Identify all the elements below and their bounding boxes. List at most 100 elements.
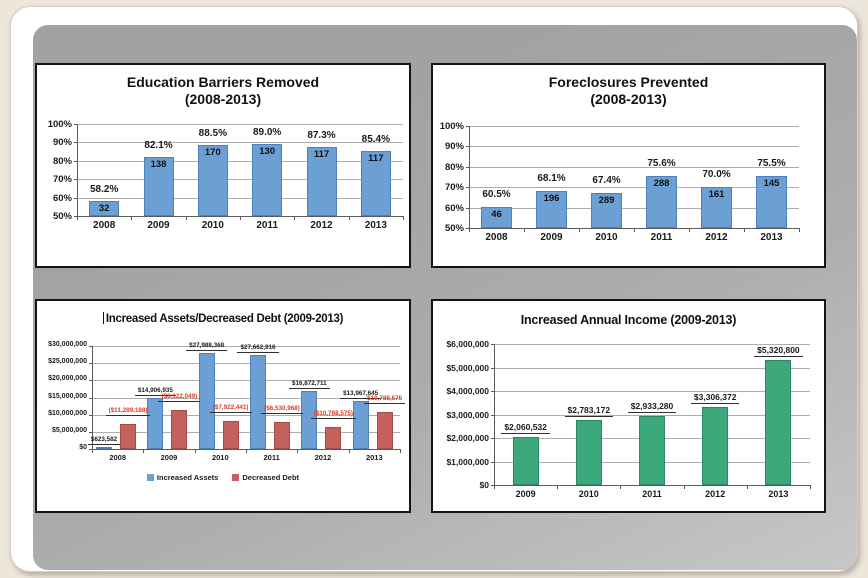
y-axis-tick-label: 70% bbox=[52, 174, 72, 186]
y-axis-tick-label: $1,000,000 bbox=[446, 456, 489, 467]
x-axis-tick-label: 2011 bbox=[263, 453, 280, 462]
y-axis-tick-mark bbox=[74, 179, 77, 181]
x-axis-tick-label: 2013 bbox=[760, 232, 783, 243]
gridline bbox=[469, 126, 799, 127]
y-axis-tick-mark bbox=[74, 197, 77, 199]
bar-value-label: 67.4% bbox=[592, 174, 621, 186]
chart-title-line2: (2008-2013) bbox=[184, 91, 262, 107]
value-label-underline: $2,933,280 bbox=[627, 401, 677, 414]
value-label-underline: ($11,289,188) bbox=[105, 407, 151, 416]
x-axis-tick-label: 2008 bbox=[93, 220, 116, 231]
y-axis-line bbox=[92, 346, 93, 449]
bar bbox=[352, 400, 369, 449]
y-axis-tick-label: $0 bbox=[479, 480, 489, 490]
bar-value-label: $623,582 bbox=[70, 436, 138, 445]
value-label-underline: $13,967,645 bbox=[340, 390, 382, 399]
legend-swatch bbox=[146, 474, 154, 481]
value-label-underline: $27,988,368 bbox=[186, 342, 228, 351]
chart-card-annual-income: Increased Annual Income (2009-2013) $6,0… bbox=[431, 299, 826, 513]
x-axis-tick-label: 2013 bbox=[365, 453, 383, 462]
bar-count-label: 32 bbox=[98, 202, 110, 214]
x-axis-tick-label: 2008 bbox=[485, 232, 508, 243]
bar bbox=[222, 420, 239, 449]
gridline bbox=[77, 197, 403, 199]
x-axis-tick-label: 2009 bbox=[147, 220, 170, 231]
bar-value-label: ($11,289,188) bbox=[94, 407, 162, 416]
x-axis-tick-mark bbox=[348, 449, 350, 453]
x-axis-tick-label: 2013 bbox=[768, 489, 789, 499]
bar bbox=[646, 175, 677, 228]
bar-count-label: 46 bbox=[491, 208, 502, 220]
y-axis-tick-mark bbox=[491, 438, 494, 439]
x-axis-tick-mark bbox=[185, 216, 187, 220]
y-axis-tick-label: $6,000,000 bbox=[446, 339, 489, 349]
y-axis-tick-mark bbox=[491, 344, 494, 345]
value-label-underline: $10,788,575 bbox=[364, 395, 406, 404]
bar-value-label: 60.5% bbox=[482, 188, 511, 200]
y-axis-tick-label: $10,000,000 bbox=[48, 409, 87, 417]
x-axis-tick-mark bbox=[557, 485, 559, 489]
gridline bbox=[92, 431, 400, 433]
x-axis-tick-mark bbox=[746, 485, 748, 489]
bar bbox=[325, 426, 342, 449]
chart-title: Foreclosures Prevented (2008-2013) bbox=[433, 74, 824, 108]
y-axis-tick-mark bbox=[491, 367, 494, 369]
bar-value-label: 88.5% bbox=[198, 128, 227, 140]
bar-value-label: 58.2% bbox=[89, 183, 119, 195]
bar-value-label: 89.0% bbox=[252, 127, 282, 139]
y-axis-tick-label: 60% bbox=[444, 202, 464, 214]
bar bbox=[306, 147, 337, 216]
plot-area: 100% 90% 80% 70% 60% 50% 2008 2009 2010 2011 2012 2… bbox=[440, 121, 800, 243]
x-axis-tick-mark bbox=[294, 216, 296, 220]
x-axis-tick-mark bbox=[634, 228, 635, 232]
y-axis-tick-label: $3,000,000 bbox=[446, 409, 489, 420]
x-axis-tick-label: 2013 bbox=[364, 220, 387, 231]
y-axis-tick-mark bbox=[74, 216, 77, 217]
x-axis-tick-mark bbox=[348, 216, 350, 220]
bar-count-label: 130 bbox=[259, 146, 276, 158]
bar-value-label: 75.6% bbox=[647, 157, 676, 169]
y-axis-tick-mark bbox=[89, 449, 92, 450]
x-axis-tick-label: 2011 bbox=[650, 232, 673, 243]
gridline bbox=[77, 142, 403, 144]
y-axis-tick-label: $4,000,000 bbox=[446, 386, 489, 396]
bar-value-label: 87.3% bbox=[307, 130, 336, 142]
value-label-underline: $16,872,711 bbox=[288, 380, 330, 389]
gridline bbox=[92, 380, 400, 382]
value-label-underline: $27,662,916 bbox=[237, 344, 279, 353]
gridline bbox=[77, 124, 403, 125]
y-axis-tick-label: $30,000,000 bbox=[48, 341, 87, 348]
bar-value-label: ($6,530,968) bbox=[248, 405, 316, 414]
x-axis-tick-label: 2010 bbox=[578, 489, 599, 499]
y-axis-tick-mark bbox=[466, 146, 469, 148]
value-label-underline: $2,060,532 bbox=[501, 422, 550, 434]
chart-title-line1: Education Barriers Removed bbox=[126, 74, 320, 90]
y-axis-tick-mark bbox=[89, 397, 92, 399]
bar-value-label: 68.1% bbox=[537, 173, 566, 185]
bar-value-label: 85.4% bbox=[361, 133, 390, 145]
bar bbox=[147, 397, 164, 449]
x-axis-tick-label: 2012 bbox=[705, 489, 726, 499]
bar bbox=[702, 407, 729, 485]
bar-count-label: 196 bbox=[543, 193, 560, 205]
chart-title-line1: Foreclosures Prevented bbox=[548, 74, 709, 90]
y-axis-tick-mark bbox=[491, 461, 494, 463]
x-axis-tick-mark bbox=[469, 228, 470, 232]
y-axis-tick-mark bbox=[89, 380, 92, 382]
y-axis-tick-mark bbox=[89, 431, 92, 433]
y-axis-tick-mark bbox=[466, 228, 469, 229]
bar-value-label: 70.0% bbox=[702, 169, 731, 181]
bar-value-label: $10,788,575 bbox=[351, 395, 419, 404]
bar bbox=[250, 354, 266, 449]
y-axis-tick-mark bbox=[74, 160, 77, 162]
bar-count-label: 161 bbox=[708, 189, 725, 201]
y-axis-line bbox=[77, 124, 78, 216]
x-axis-tick-mark bbox=[810, 485, 811, 489]
gridline bbox=[469, 166, 799, 168]
bar bbox=[197, 145, 228, 216]
x-axis-tick-mark bbox=[524, 228, 525, 232]
x-axis-tick-label: 2009 bbox=[515, 489, 536, 499]
y-axis-tick-label: 90% bbox=[52, 137, 72, 149]
bar-value-label: ($7,922,441) bbox=[197, 404, 265, 413]
